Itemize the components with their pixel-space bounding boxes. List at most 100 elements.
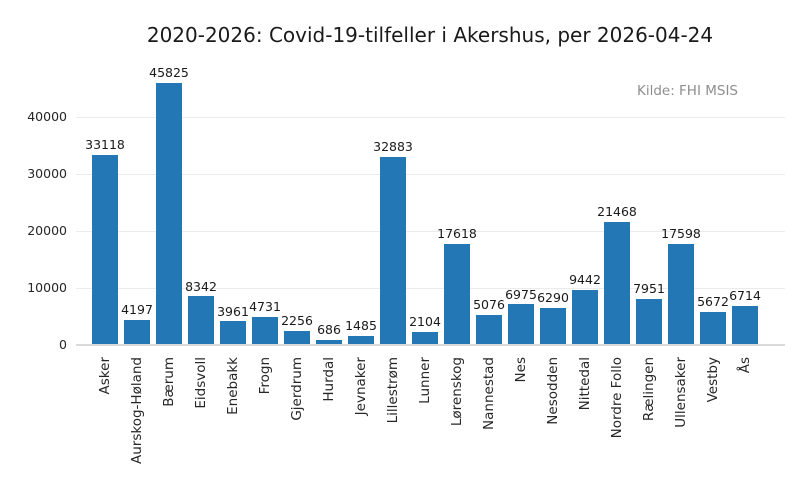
x-tick-slot: Eidsvoll	[185, 357, 217, 409]
bar-slot: 4197	[121, 303, 153, 344]
x-tick-slot: Nesodden	[537, 357, 569, 425]
y-tick-label: 40000	[27, 109, 67, 124]
bar-slot: 7951	[633, 282, 665, 344]
x-tick-label: Vestby	[704, 357, 721, 403]
bar-value-label: 5076	[473, 297, 505, 313]
x-tick-label: Ås	[736, 357, 753, 374]
y-tick-label: 10000	[27, 280, 67, 295]
bar-slot: 6290	[537, 291, 569, 344]
bar-slot: 21468	[597, 205, 637, 344]
bar	[348, 335, 374, 344]
x-tick-label: Gjerdrum	[288, 357, 305, 421]
x-tick-slot: Ullensaker	[665, 357, 697, 428]
bar-value-label: 5672	[697, 293, 729, 309]
gridline	[76, 287, 785, 289]
bar-value-label: 4197	[121, 302, 153, 318]
gridline	[76, 116, 785, 118]
bar-value-label: 6714	[729, 287, 761, 303]
bar	[668, 243, 694, 344]
bar-slot: 45825	[149, 66, 189, 344]
x-tick-label: Ullensaker	[672, 357, 689, 428]
bar-slot: 2256	[281, 314, 313, 344]
bar	[124, 320, 150, 344]
bar-slot: 5076	[473, 298, 505, 344]
x-tick-slot: Aurskog-Høland	[121, 357, 153, 464]
bar	[316, 340, 342, 344]
bar	[732, 305, 758, 344]
gridline	[76, 230, 785, 232]
y-tick-label: 20000	[27, 223, 67, 238]
bar-slot: 33118	[85, 138, 125, 344]
bar	[380, 156, 406, 344]
x-tick-slot: Nordre Follo	[601, 357, 633, 438]
x-tick-label: Rælingen	[640, 357, 657, 422]
bar-value-label: 33118	[85, 137, 125, 153]
x-tick-slot: Vestby	[697, 357, 729, 402]
bar-slot: 1485	[345, 319, 377, 344]
bar-value-label: 9442	[569, 272, 601, 288]
x-tick-slot: Lillestrøm	[377, 357, 409, 423]
bar	[700, 311, 726, 344]
x-tick-label: Nittedal	[576, 357, 593, 411]
x-tick-label: Lørenskog	[448, 357, 465, 427]
bar-value-label: 4731	[249, 299, 281, 315]
gridline	[76, 173, 785, 175]
bar-slot: 9442	[569, 273, 601, 344]
bar-value-label: 21468	[597, 203, 637, 219]
bar	[252, 317, 278, 344]
bar-value-label: 2104	[409, 314, 441, 330]
x-tick-slot: Jevnaker	[345, 357, 377, 415]
bar-value-label: 17618	[437, 225, 477, 241]
bar-slot: 8342	[185, 278, 217, 344]
bar	[284, 331, 310, 344]
x-tick-label: Nordre Follo	[608, 357, 625, 439]
bar-slot: 32883	[373, 140, 413, 344]
x-tick-slot: Nittedal	[569, 357, 601, 410]
bar	[508, 304, 534, 344]
bar	[604, 221, 630, 344]
bar	[156, 82, 182, 344]
x-tick-label: Nannestad	[480, 357, 497, 430]
bar-slot: 686	[313, 323, 345, 344]
y-tick-label: 0	[59, 337, 67, 352]
bar	[412, 332, 438, 344]
bar-slot: 17598	[661, 227, 701, 344]
x-tick-label: Frogn	[256, 357, 273, 395]
bar-slot: 6714	[729, 289, 761, 344]
bar-slot: 5672	[697, 295, 729, 344]
x-tick-slot: Ås	[729, 357, 761, 373]
x-tick-label: Aurskog-Høland	[128, 357, 145, 464]
bar	[444, 243, 470, 344]
x-tick-slot: Bærum	[153, 357, 185, 407]
bar-value-label: 45825	[149, 65, 189, 81]
x-tick-label: Asker	[96, 357, 113, 395]
x-tick-slot: Asker	[89, 357, 121, 394]
bars-layer: 33118 4197 45825 8342 3961 4731 2256 686 1485 328…	[85, 66, 761, 344]
bar	[540, 308, 566, 344]
bar-value-label: 8342	[185, 278, 217, 294]
bar-slot: 4731	[249, 300, 281, 344]
x-tick-label: Hurdal	[320, 357, 337, 402]
x-tick-slot: Lunner	[409, 357, 441, 404]
x-tick-label: Enebakk	[224, 357, 241, 415]
bar-value-label: 1485	[345, 317, 377, 333]
x-tick-slot: Lørenskog	[441, 357, 473, 426]
x-axis-line	[76, 344, 785, 346]
bar	[636, 298, 662, 344]
bar-value-label: 7951	[633, 280, 665, 296]
x-tick-slot: Rælingen	[633, 357, 665, 421]
bar-value-label: 3961	[217, 303, 249, 319]
x-tick-slot: Gjerdrum	[281, 357, 313, 421]
x-tick-label: Jevnaker	[352, 357, 369, 416]
x-tick-label: Nesodden	[544, 357, 561, 425]
bar-slot: 6975	[505, 287, 537, 344]
x-tick-slot: Frogn	[249, 357, 281, 394]
y-tick-label: 30000	[27, 166, 67, 181]
bar	[188, 296, 214, 344]
x-axis-ticks: Asker Aurskog-Høland Bærum Eidsvoll Enebakk F…	[89, 357, 761, 464]
x-tick-slot: Hurdal	[313, 357, 345, 402]
source-annotation: Kilde: FHI MSIS	[636, 83, 738, 99]
x-tick-label: Nes	[512, 357, 529, 383]
x-tick-label: Lunner	[416, 357, 433, 404]
